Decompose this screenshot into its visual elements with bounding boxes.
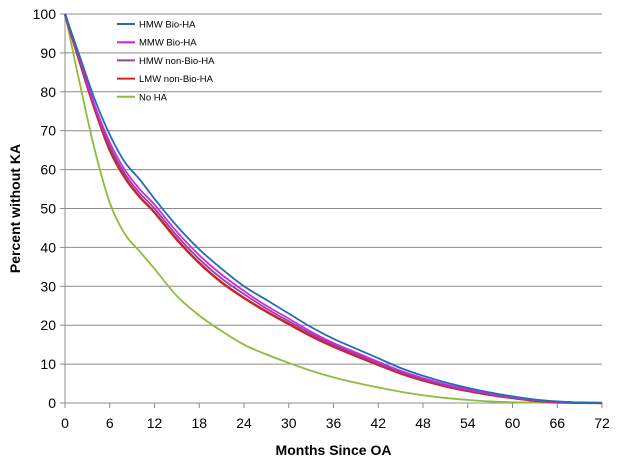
y-tick-label: 0: [48, 395, 56, 411]
y-tick-label: 60: [40, 162, 56, 178]
y-axis-title: Percent without KA: [7, 144, 23, 273]
x-tick-label: 6: [106, 415, 114, 431]
legend-label: LMW non-Bio-HA: [139, 74, 214, 85]
y-tick-label: 70: [40, 123, 56, 139]
y-tick-label: 50: [40, 201, 56, 217]
axes: [60, 13, 603, 408]
x-tick-label: 60: [505, 415, 521, 431]
x-tick-label: 72: [594, 415, 610, 431]
x-tick-label: 0: [61, 415, 69, 431]
x-tick-label: 24: [236, 415, 252, 431]
tick-labels: 0 10 20 30 40 50 60 70 80 90 100 0 6 12 18 24 30 36 42 48 54…: [33, 6, 610, 431]
y-tick-label: 30: [40, 278, 56, 294]
y-tick-label: 80: [40, 84, 56, 100]
x-tick-label: 48: [415, 415, 431, 431]
x-tick-label: 54: [460, 415, 476, 431]
x-axis-title: Months Since OA: [276, 442, 392, 458]
x-tick-label: 12: [147, 415, 163, 431]
legend: HMW Bio-HA MMW Bio-HA HMW non-Bio-HA LMW no…: [117, 20, 215, 103]
series-line-no-ha: [64, 13, 603, 404]
x-tick-label: 42: [370, 415, 386, 431]
grid-lines: [65, 13, 602, 365]
legend-label: HMW Bio-HA: [139, 20, 196, 31]
legend-label: MMW Bio-HA: [139, 38, 197, 49]
y-tick-label: 90: [40, 45, 56, 61]
y-tick-label: 40: [40, 239, 56, 255]
series-line-hmw-bio-ha: [64, 13, 603, 404]
legend-label: No HA: [139, 92, 168, 103]
legend-label: HMW non-Bio-HA: [139, 56, 215, 67]
y-tick-label: 100: [33, 6, 57, 22]
x-tick-label: 30: [281, 415, 297, 431]
y-tick-label: 20: [40, 317, 56, 333]
x-tick-label: 66: [549, 415, 565, 431]
x-tick-label: 36: [326, 415, 342, 431]
y-tick-label: 10: [40, 356, 56, 372]
series-lines: [63, 13, 603, 405]
x-tick-label: 18: [191, 415, 207, 431]
